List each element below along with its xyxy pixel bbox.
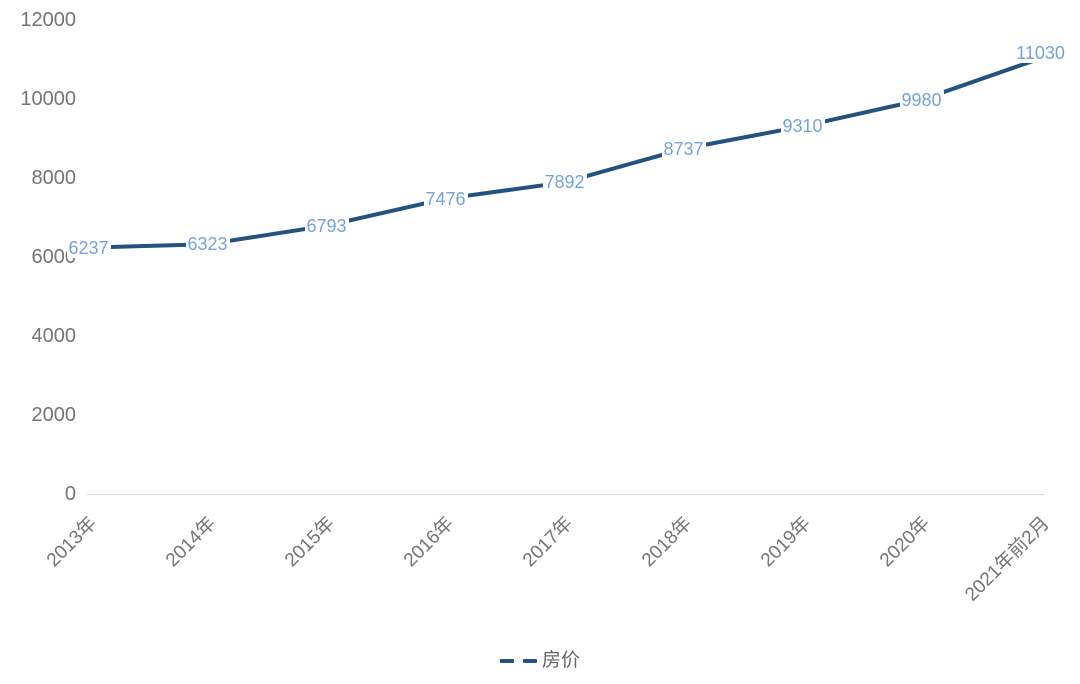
- y-axis-tick-label: 2000: [31, 404, 77, 426]
- y-axis-tick-label: 6000: [31, 246, 77, 268]
- y-axis-tick-label: 12000: [20, 9, 76, 31]
- data-point-label: 7476: [423, 188, 468, 209]
- data-point-label: 11030: [1014, 43, 1067, 64]
- legend-dash-icon: [522, 659, 537, 663]
- data-point-label: 9310: [780, 116, 825, 137]
- data-point-label: 6323: [185, 234, 230, 255]
- data-point-label: 7892: [542, 172, 587, 193]
- legend-dash-icon: [499, 659, 514, 663]
- price-line-series: [86, 56, 1043, 250]
- data-point-label: 8737: [661, 138, 706, 159]
- y-axis-tick-label: 8000: [31, 167, 77, 189]
- data-point-label: 6793: [304, 215, 349, 236]
- legend-series-label: 房价: [541, 650, 580, 671]
- y-axis-tick-label: 10000: [20, 88, 76, 110]
- data-point-label: 9980: [899, 89, 944, 110]
- y-axis-tick-label: 4000: [31, 325, 77, 347]
- y-axis-tick-label: 0: [64, 483, 76, 505]
- data-point-label: 6237: [66, 237, 111, 258]
- x-axis-line: [87, 494, 1044, 495]
- legend[interactable]: 房价: [0, 648, 1080, 674]
